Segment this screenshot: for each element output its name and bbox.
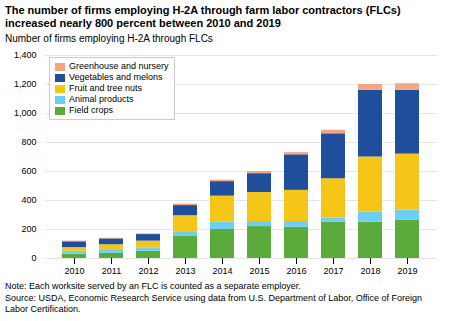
svg-text:200: 200: [21, 224, 36, 234]
svg-text:600: 600: [21, 166, 36, 176]
svg-text:2018: 2018: [360, 266, 380, 276]
svg-text:2010: 2010: [64, 266, 84, 276]
svg-text:2017: 2017: [323, 266, 343, 276]
html-text:Note: Each worksite served by: Note: Each worksite served by an FLC is …: [5, 281, 301, 291]
html-text:Animal products: Animal products: [69, 94, 134, 104]
html-text:Greenhouse and nursery: Greenhouse and nursery: [69, 61, 169, 71]
svg-text:2012: 2012: [138, 266, 158, 276]
svg-text:0: 0: [31, 253, 36, 263]
html-text:Fruit and tree nuts: Fruit and tree nuts: [69, 83, 142, 93]
html-text:Field crops: Field crops: [69, 105, 113, 115]
svg-text:2015: 2015: [249, 266, 269, 276]
svg-text:400: 400: [21, 195, 36, 205]
svg-text:2014: 2014: [212, 266, 232, 276]
svg-text:2016: 2016: [286, 266, 306, 276]
svg-text:2013: 2013: [175, 266, 195, 276]
svg-text:1,400: 1,400: [14, 50, 37, 60]
svg-text:1,200: 1,200: [14, 79, 37, 89]
html-text:Number of firms employing H-2A: Number of firms employing H-2A through F…: [5, 33, 213, 44]
html-text:Source: USDA, Economic Researc: Source: USDA, Economic Research Service …: [5, 293, 422, 314]
html-text:Vegetables and melons: Vegetables and melons: [69, 72, 163, 82]
svg-text:2019: 2019: [397, 266, 417, 276]
html-text:The number of firms employing: The number of firms employing H-2A throu…: [5, 4, 401, 29]
svg-text:2011: 2011: [102, 266, 121, 276]
svg-text:1,000: 1,000: [14, 108, 37, 118]
svg-text:800: 800: [21, 137, 36, 147]
